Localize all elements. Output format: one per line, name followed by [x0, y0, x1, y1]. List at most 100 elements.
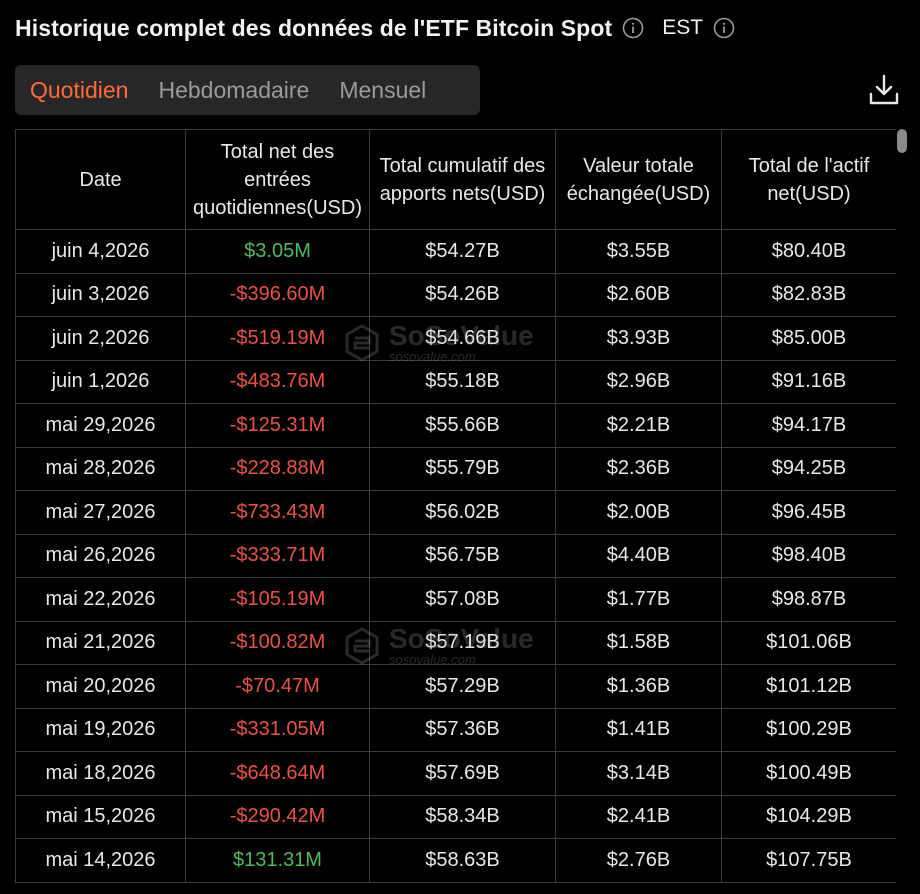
cell-total-value-traded: $2.36B	[555, 446, 722, 491]
cell-cumulative-net-inflow: $55.66B	[369, 403, 556, 448]
cell-cumulative-net-inflow: $54.26B	[369, 272, 556, 317]
column-header-total-net-assets: Total de l'actif net(USD)	[721, 129, 896, 230]
table-row: juin 2,2026 -$519.19M $54.66B $3.93B $85.00B	[15, 316, 896, 361]
cell-daily-net-inflow: -$733.43M	[185, 490, 370, 535]
table-row: mai 14,2026 $131.31M $58.63B $2.76B $107.75B	[15, 838, 896, 883]
cell-cumulative-net-inflow: $58.63B	[369, 838, 556, 883]
timezone-info-icon[interactable]	[713, 17, 735, 39]
table-row: mai 26,2026 -$333.71M $56.75B $4.40B $98.40B	[15, 533, 896, 578]
cell-daily-net-inflow: -$70.47M	[185, 664, 370, 709]
download-button[interactable]	[866, 72, 902, 108]
cell-total-net-assets: $100.49B	[721, 751, 896, 796]
cell-cumulative-net-inflow: $55.79B	[369, 446, 556, 491]
cell-total-net-assets: $85.00B	[721, 316, 896, 361]
table-row: mai 19,2026 -$331.05M $57.36B $1.41B $100.29…	[15, 707, 896, 752]
cell-total-net-assets: $80.40B	[721, 229, 896, 274]
page-title: Historique complet des données de l'ETF …	[15, 14, 613, 41]
table-row: mai 27,2026 -$733.43M $56.02B $2.00B $96.45B	[15, 490, 896, 535]
table-row: mai 20,2026 -$70.47M $57.29B $1.36B $101.12B	[15, 664, 896, 709]
cell-daily-net-inflow: -$125.31M	[185, 403, 370, 448]
cell-daily-net-inflow: -$100.82M	[185, 620, 370, 665]
cell-date: mai 21,2026	[15, 620, 186, 665]
cell-daily-net-inflow: -$483.76M	[185, 359, 370, 404]
cell-cumulative-net-inflow: $56.75B	[369, 533, 556, 578]
cell-date: mai 15,2026	[15, 794, 186, 839]
cell-cumulative-net-inflow: $57.69B	[369, 751, 556, 796]
cell-total-value-traded: $3.93B	[555, 316, 722, 361]
column-header-cumulative-net-inflow: Total cumulatif des apports nets(USD)	[369, 129, 556, 230]
cell-total-net-assets: $91.16B	[721, 359, 896, 404]
cell-daily-net-inflow: -$105.19M	[185, 577, 370, 622]
cell-date: mai 27,2026	[15, 490, 186, 535]
cell-total-value-traded: $1.41B	[555, 707, 722, 752]
table-row: mai 22,2026 -$105.19M $57.08B $1.77B $98.87B	[15, 577, 896, 622]
table-row: juin 4,2026 $3.05M $54.27B $3.55B $80.40B	[15, 229, 896, 274]
tab-quotidien[interactable]: Quotidien	[30, 76, 129, 103]
cell-total-net-assets: $107.75B	[721, 838, 896, 883]
cell-date: juin 1,2026	[15, 359, 186, 404]
cell-total-value-traded: $1.58B	[555, 620, 722, 665]
column-header-daily-net-inflow: Total net des entrées quotidiennes(USD)	[185, 129, 370, 230]
table-row: mai 18,2026 -$648.64M $57.69B $3.14B $100.49…	[15, 751, 896, 796]
info-icon[interactable]	[622, 17, 644, 39]
table-row: mai 28,2026 -$228.88M $55.79B $2.36B $94.25B	[15, 446, 896, 491]
cell-total-net-assets: $96.45B	[721, 490, 896, 535]
cell-daily-net-inflow: -$228.88M	[185, 446, 370, 491]
cell-date: mai 29,2026	[15, 403, 186, 448]
period-tabs: Quotidien Hebdomadaire Mensuel	[15, 65, 480, 115]
cell-daily-net-inflow: -$519.19M	[185, 316, 370, 361]
cell-total-value-traded: $2.96B	[555, 359, 722, 404]
cell-date: juin 3,2026	[15, 272, 186, 317]
cell-cumulative-net-inflow: $57.08B	[369, 577, 556, 622]
cell-total-value-traded: $4.40B	[555, 533, 722, 578]
cell-daily-net-inflow: $3.05M	[185, 229, 370, 274]
table-header-row: Date Total net des entrées quotidiennes(…	[15, 129, 896, 230]
cell-total-value-traded: $2.76B	[555, 838, 722, 883]
cell-total-net-assets: $104.29B	[721, 794, 896, 839]
header: Historique complet des données de l'ETF …	[15, 10, 735, 46]
cell-date: mai 22,2026	[15, 577, 186, 622]
cell-date: juin 2,2026	[15, 316, 186, 361]
scrollbar-thumb[interactable]	[897, 129, 907, 153]
tab-hebdomadaire[interactable]: Hebdomadaire	[158, 76, 310, 103]
cell-daily-net-inflow: $131.31M	[185, 838, 370, 883]
etf-history-table: Date Total net des entrées quotidiennes(…	[15, 129, 896, 883]
column-header-total-value-traded: Valeur totale échangée(USD)	[555, 129, 722, 230]
table-row: juin 3,2026 -$396.60M $54.26B $2.60B $82.83B	[15, 272, 896, 317]
cell-cumulative-net-inflow: $58.34B	[369, 794, 556, 839]
timezone-label: EST	[662, 16, 704, 39]
cell-total-value-traded: $1.36B	[555, 664, 722, 709]
tab-mensuel[interactable]: Mensuel	[339, 76, 427, 103]
cell-total-net-assets: $94.25B	[721, 446, 896, 491]
cell-cumulative-net-inflow: $57.29B	[369, 664, 556, 709]
cell-total-net-assets: $101.12B	[721, 664, 896, 709]
cell-cumulative-net-inflow: $54.66B	[369, 316, 556, 361]
cell-cumulative-net-inflow: $56.02B	[369, 490, 556, 535]
cell-cumulative-net-inflow: $57.36B	[369, 707, 556, 752]
table-scrollbar[interactable]	[897, 129, 907, 894]
table-row: mai 29,2026 -$125.31M $55.66B $2.21B $94.17B	[15, 403, 896, 448]
cell-daily-net-inflow: -$648.64M	[185, 751, 370, 796]
cell-total-net-assets: $82.83B	[721, 272, 896, 317]
cell-cumulative-net-inflow: $55.18B	[369, 359, 556, 404]
cell-total-value-traded: $3.14B	[555, 751, 722, 796]
cell-cumulative-net-inflow: $54.27B	[369, 229, 556, 274]
cell-date: mai 28,2026	[15, 446, 186, 491]
cell-total-value-traded: $1.77B	[555, 577, 722, 622]
cell-total-value-traded: $2.21B	[555, 403, 722, 448]
cell-total-value-traded: $2.41B	[555, 794, 722, 839]
cell-daily-net-inflow: -$333.71M	[185, 533, 370, 578]
column-header-date: Date	[15, 129, 186, 230]
cell-date: mai 18,2026	[15, 751, 186, 796]
table-row: mai 15,2026 -$290.42M $58.34B $2.41B $104.29…	[15, 794, 896, 839]
cell-total-value-traded: $2.00B	[555, 490, 722, 535]
cell-date: mai 26,2026	[15, 533, 186, 578]
cell-date: juin 4,2026	[15, 229, 186, 274]
cell-total-value-traded: $2.60B	[555, 272, 722, 317]
download-icon	[869, 74, 899, 105]
etf-history-table-container: Date Total net des entrées quotidiennes(…	[15, 129, 896, 894]
cell-cumulative-net-inflow: $57.19B	[369, 620, 556, 665]
cell-total-value-traded: $3.55B	[555, 229, 722, 274]
cell-total-net-assets: $98.40B	[721, 533, 896, 578]
cell-total-net-assets: $101.06B	[721, 620, 896, 665]
